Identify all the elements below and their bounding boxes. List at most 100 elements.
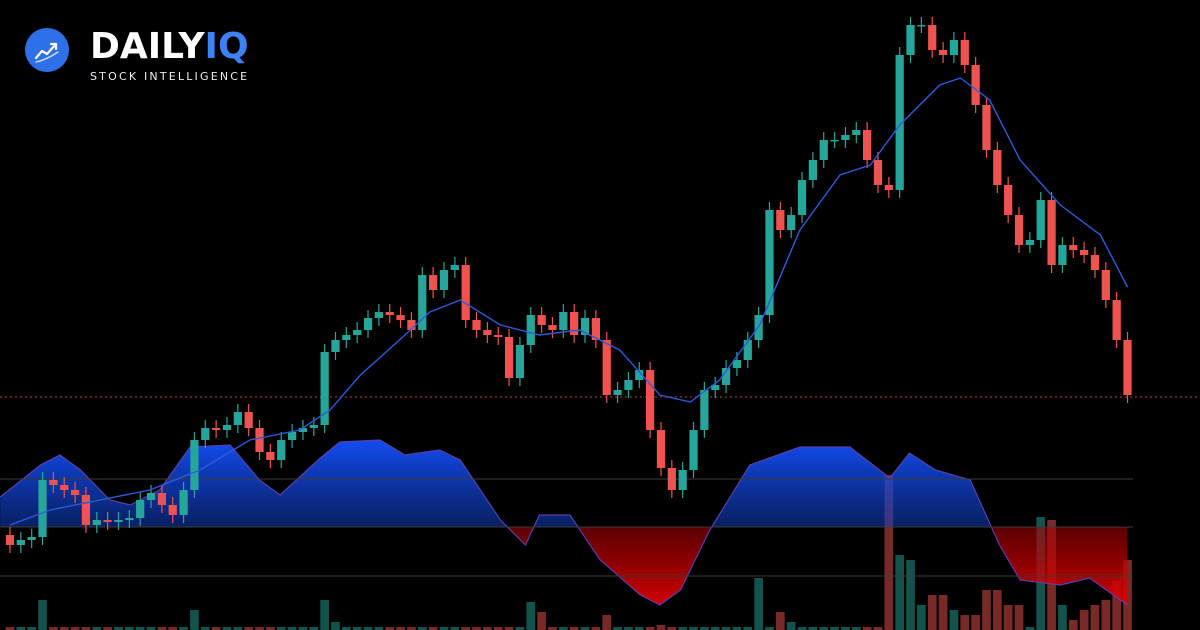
volume-bar — [960, 615, 970, 630]
volume-bar — [70, 627, 80, 630]
volume-bar — [634, 627, 644, 630]
candle-body — [895, 55, 904, 190]
volume-bar — [992, 590, 1002, 630]
candle-body — [38, 480, 47, 537]
candle-body — [808, 160, 817, 180]
volume-bar — [765, 627, 774, 630]
candle-body — [580, 318, 590, 335]
candle-body — [841, 135, 850, 140]
volume-bar — [851, 627, 861, 630]
candle-body — [70, 490, 80, 495]
candle-body — [385, 312, 394, 315]
volume-bar — [450, 627, 460, 630]
volume-bar — [5, 627, 15, 630]
volume-bar — [211, 627, 221, 630]
volume-bar — [244, 627, 254, 630]
volume-bar — [515, 627, 525, 630]
candle-body — [624, 380, 633, 390]
candle-body — [374, 312, 384, 318]
candle-body — [765, 210, 774, 315]
volume-bar — [971, 615, 980, 630]
candle-body — [906, 25, 915, 55]
volume-bar — [917, 605, 926, 630]
candle-body — [201, 428, 210, 440]
volume-bar — [700, 627, 709, 630]
volume-bar — [352, 627, 362, 630]
volume-bar — [580, 627, 590, 630]
volume-bar — [49, 627, 58, 630]
volume-bar — [407, 627, 416, 630]
candle-body — [439, 270, 449, 290]
candle-body — [342, 335, 351, 340]
volume-bar — [483, 627, 492, 630]
volume-bar — [906, 560, 915, 630]
candle-body — [418, 275, 427, 330]
candle-body — [776, 210, 785, 230]
candle-body — [1112, 300, 1121, 340]
volume-bar — [200, 627, 210, 630]
volume-bar — [157, 627, 167, 630]
candle-body — [602, 340, 611, 395]
volume-bar — [266, 627, 275, 630]
candle-body — [1101, 270, 1110, 300]
candle-body — [819, 140, 828, 160]
candle-body — [320, 352, 329, 425]
volume-bar — [385, 627, 395, 630]
volume-bar — [298, 627, 308, 630]
candle-body — [266, 452, 275, 460]
candle-body — [689, 430, 698, 470]
candle-body — [277, 440, 286, 460]
candle-body — [179, 490, 188, 515]
volume-bar — [168, 627, 178, 630]
volume-bar — [59, 627, 69, 630]
candle-body — [483, 330, 492, 335]
brand-name: DAILYIQ — [90, 26, 249, 67]
volume-bar — [732, 627, 742, 630]
volume-bar — [786, 622, 796, 630]
volume-bar — [417, 627, 427, 630]
candle-body — [1069, 245, 1078, 250]
volume-bar — [678, 627, 688, 630]
candle-body — [960, 40, 969, 65]
volume-bar — [624, 627, 633, 630]
candle-body — [646, 370, 655, 430]
volume-bar — [819, 627, 829, 630]
volume-bar — [1068, 620, 1078, 630]
volume-bar — [493, 627, 503, 630]
candle-body — [537, 315, 546, 325]
volume-bar — [1101, 600, 1111, 630]
candle-body — [743, 340, 752, 360]
volume-bar — [841, 627, 850, 630]
candle-body — [526, 315, 535, 345]
candle-body — [928, 25, 937, 50]
candle-body — [1123, 340, 1132, 395]
volume-bar — [439, 627, 449, 630]
candle-body — [168, 505, 177, 515]
volume-bar — [81, 627, 91, 630]
candle-body — [450, 265, 459, 270]
volume-bar — [341, 627, 351, 630]
candle-body — [591, 318, 600, 340]
volume-bar — [982, 590, 991, 630]
volume-bar — [548, 627, 557, 630]
volume-bar — [1025, 627, 1035, 630]
candle-body — [797, 180, 807, 215]
volume-bar — [276, 627, 286, 630]
volume-bar — [179, 627, 188, 630]
candle-body — [830, 140, 839, 142]
candle-body — [656, 430, 666, 468]
candle-body — [244, 412, 253, 428]
candle-body — [103, 520, 112, 522]
brand-main: DAILY — [90, 26, 205, 67]
volume-bar — [1123, 560, 1132, 630]
volume-bar — [613, 627, 622, 630]
volume-bar — [1112, 580, 1122, 630]
candle-body — [515, 345, 525, 378]
candle-body — [971, 65, 980, 105]
volume-bar — [38, 600, 47, 630]
candle-body — [494, 335, 503, 337]
candle-body — [732, 360, 742, 368]
candle-body — [309, 425, 318, 428]
candle-body — [461, 265, 470, 320]
